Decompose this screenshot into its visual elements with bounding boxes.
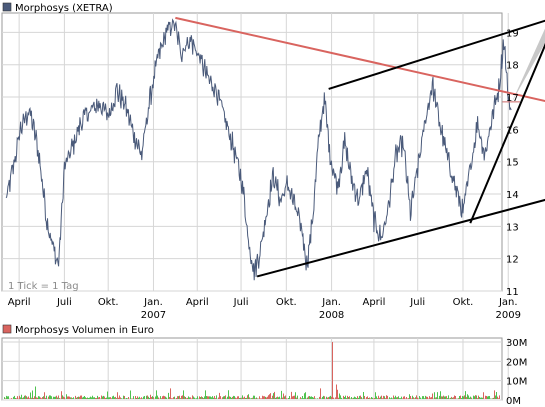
x-tick-label: Juli	[233, 297, 249, 308]
x-tick-year-label: 2009	[496, 310, 521, 321]
volume-legend-label: Morphosys Volumen in Euro	[15, 325, 154, 336]
price-panel: 11 12 13 14 15 16 17 18 19 April Juli Okt. Jan. 2007…	[1, 2, 545, 321]
volume-y-tick-label: 30M	[506, 338, 527, 349]
volume-horizontal-grid	[2, 341, 502, 401]
price-y-tick-label: 13	[506, 222, 519, 233]
x-tick-label: Okt.	[98, 297, 119, 308]
trendlines	[175, 16, 545, 278]
price-y-tick-label: 18	[506, 61, 519, 72]
x-tick-label: Juli	[409, 297, 425, 308]
price-vertical-grid	[18, 13, 509, 291]
volume-y-tick-label: 0M	[506, 396, 521, 407]
price-legend-swatch	[2, 2, 12, 12]
price-legend: Morphosys (XETRA)	[2, 2, 113, 14]
triangle-shading	[511, 28, 545, 104]
x-tick-label: Jan.	[321, 297, 341, 308]
volume-y-tick-label: 10M	[506, 377, 527, 388]
trendline	[469, 42, 545, 224]
price-horizontal-grid	[2, 31, 502, 292]
price-y-tick-label: 16	[506, 125, 519, 136]
volume-panel: 0M 10M 20M 30M Morphosys Volumen in Euro	[1, 324, 527, 407]
trendline	[328, 19, 545, 90]
volume-vertical-grid	[18, 338, 509, 400]
volume-bars	[4, 342, 500, 399]
price-series	[5, 18, 512, 281]
x-tick-label: April	[8, 297, 31, 308]
x-tick-year-label: 2007	[141, 310, 166, 321]
volume-plot-area	[1, 337, 503, 401]
price-y-tick-label: 14	[506, 190, 519, 201]
volume-y-tick-labels: 0M 10M 20M 30M	[506, 338, 527, 407]
x-tick-label: Okt.	[453, 297, 474, 308]
x-tick-label: Juli	[56, 297, 72, 308]
x-tick-label: Jan.	[498, 297, 518, 308]
price-line	[5, 18, 512, 281]
price-plot-area	[1, 12, 503, 292]
price-y-tick-label: 12	[506, 255, 519, 266]
price-y-tick-label: 15	[506, 158, 519, 169]
volume-legend: Morphosys Volumen in Euro	[2, 324, 154, 336]
x-tick-label: April	[186, 297, 209, 308]
price-y-tick-labels: 11 12 13 14 15 16 17 18 19	[506, 28, 519, 298]
price-y-tick-label: 11	[506, 287, 519, 298]
x-tick-label: April	[362, 297, 385, 308]
x-tick-label: Jan.	[143, 297, 163, 308]
volume-y-tick-label: 20M	[506, 357, 527, 368]
tick-note: 1 Tick = 1 Tag	[8, 281, 79, 292]
volume-legend-swatch	[2, 324, 12, 334]
trendline	[256, 198, 545, 278]
x-tick-labels: April Juli Okt. Jan. 2007 April Juli Okt. Jan. 20…	[8, 297, 521, 321]
x-tick-year-label: 2008	[319, 310, 344, 321]
triangle-shade	[511, 28, 545, 104]
price-legend-label: Morphosys (XETRA)	[15, 3, 113, 14]
price-y-tick-label: 19	[506, 28, 519, 39]
trendline	[175, 16, 545, 102]
price-y-tick-label: 17	[506, 93, 519, 104]
x-tick-label: Okt.	[276, 297, 297, 308]
